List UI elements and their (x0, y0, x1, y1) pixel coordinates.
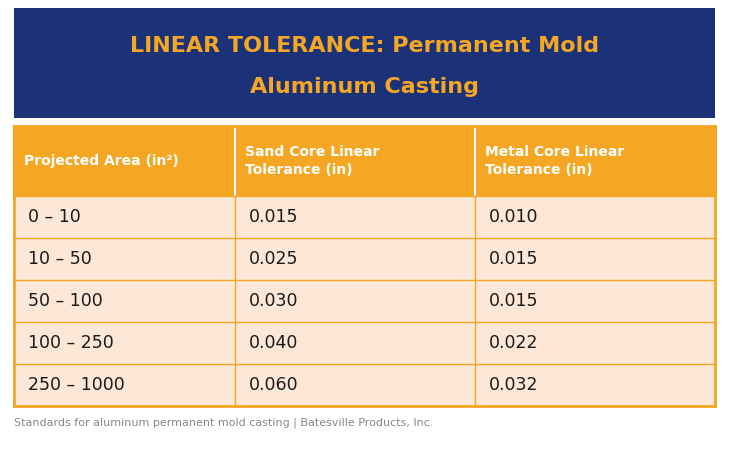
Text: 0.022: 0.022 (488, 334, 538, 352)
Text: 0.015: 0.015 (488, 250, 538, 268)
Bar (14, 126, 235, 196)
Bar (14, 238, 235, 280)
Bar (235, 196, 475, 238)
Text: 10 – 50: 10 – 50 (28, 250, 92, 268)
Bar (475, 322, 715, 364)
Text: 0.030: 0.030 (249, 292, 298, 310)
Bar (235, 322, 475, 364)
Bar (14, 196, 235, 238)
Bar (475, 196, 715, 238)
Bar (475, 364, 715, 406)
Bar (235, 126, 475, 196)
Text: 0.015: 0.015 (249, 208, 298, 226)
Bar (475, 238, 715, 280)
Text: 0.060: 0.060 (249, 376, 298, 394)
Bar (14, 280, 235, 322)
Bar (14, 364, 235, 406)
Text: 0.015: 0.015 (488, 292, 538, 310)
Text: 100 – 250: 100 – 250 (28, 334, 114, 352)
Bar (235, 238, 475, 280)
Bar (14, 8, 715, 118)
Text: Sand Core Linear
Tolerance (in): Sand Core Linear Tolerance (in) (245, 146, 379, 177)
Bar (475, 126, 715, 196)
Bar (235, 280, 475, 322)
Text: 50 – 100: 50 – 100 (28, 292, 103, 310)
Text: 0.010: 0.010 (488, 208, 538, 226)
Text: LINEAR TOLERANCE: Permanent Mold: LINEAR TOLERANCE: Permanent Mold (130, 36, 599, 57)
Text: Projected Area (in²): Projected Area (in²) (24, 154, 179, 168)
Text: Metal Core Linear
Tolerance (in): Metal Core Linear Tolerance (in) (485, 146, 624, 177)
Text: 0.025: 0.025 (249, 250, 298, 268)
Bar (14, 322, 235, 364)
Text: 0.040: 0.040 (249, 334, 298, 352)
Text: Standards for aluminum permanent mold casting | Batesville Products, Inc.: Standards for aluminum permanent mold ca… (14, 418, 434, 429)
Text: 250 – 1000: 250 – 1000 (28, 376, 125, 394)
Text: 0.032: 0.032 (488, 376, 538, 394)
Text: 0 – 10: 0 – 10 (28, 208, 81, 226)
Bar (235, 364, 475, 406)
Text: Aluminum Casting: Aluminum Casting (250, 77, 479, 97)
Bar (475, 280, 715, 322)
